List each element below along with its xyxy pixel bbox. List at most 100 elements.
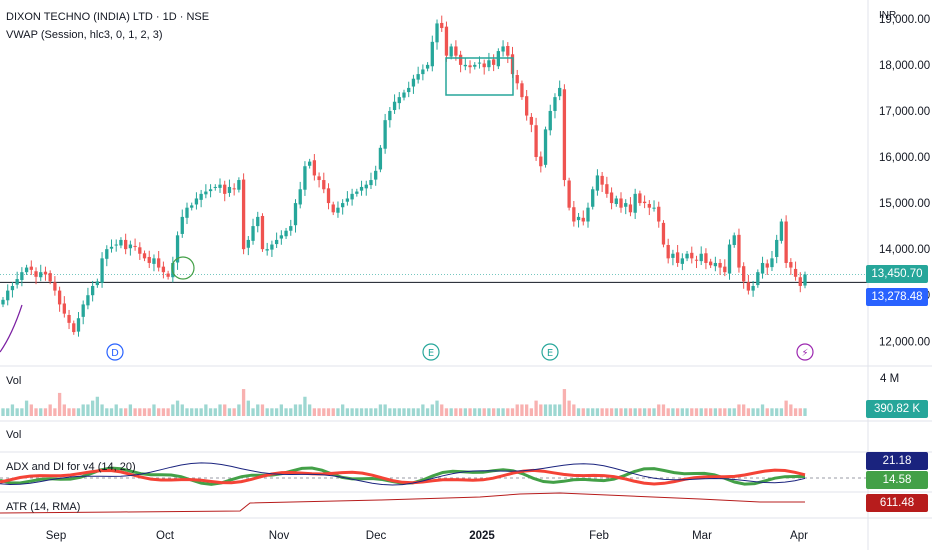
candle-body[interactable] (303, 166, 307, 190)
candle-body[interactable] (482, 63, 486, 68)
volume-bar[interactable] (661, 404, 666, 416)
volume-bar[interactable] (317, 408, 321, 416)
event-marker-dividend[interactable] (106, 343, 124, 361)
volume-bar[interactable] (232, 408, 236, 416)
candle-body[interactable] (793, 268, 798, 277)
candle-body[interactable] (114, 244, 118, 246)
vwap-legend[interactable]: VWAP (Session, hlc3, 0, 1, 2, 3) (6, 29, 163, 41)
volume-bar[interactable] (260, 404, 265, 416)
volume-bar[interactable] (421, 404, 425, 416)
volume-bar[interactable] (680, 408, 684, 416)
volume-bar[interactable] (600, 408, 604, 416)
candle-body[interactable] (760, 262, 765, 274)
volume-bar[interactable] (152, 404, 156, 416)
candle-body[interactable] (76, 318, 81, 332)
volume-bar[interactable] (487, 408, 491, 416)
candle-body[interactable] (491, 59, 496, 65)
candle-body[interactable] (237, 180, 241, 190)
candle-body[interactable] (680, 258, 684, 264)
volume-bar[interactable] (265, 408, 269, 416)
volume-bar[interactable] (449, 408, 453, 416)
candle-body[interactable] (468, 65, 472, 68)
candle-body[interactable] (798, 277, 802, 286)
candle-body[interactable] (534, 125, 538, 158)
candle-body[interactable] (737, 234, 741, 268)
volume-bar[interactable] (666, 408, 670, 416)
volume-bar[interactable] (708, 408, 713, 416)
candle-body[interactable] (383, 120, 387, 149)
volume-bar[interactable] (355, 408, 359, 416)
candle-body[interactable] (539, 156, 543, 167)
candle-body[interactable] (704, 253, 708, 263)
candle-body[interactable] (24, 267, 29, 273)
currency-label[interactable]: INR (879, 10, 897, 21)
volume-bar[interactable] (690, 408, 694, 416)
volume-bar[interactable] (619, 408, 623, 416)
volume-bar[interactable] (713, 408, 718, 416)
volume-bar[interactable] (737, 404, 741, 416)
volume-bar[interactable] (34, 408, 38, 416)
volume-bar[interactable] (397, 408, 401, 416)
volume-bar[interactable] (48, 404, 52, 416)
candle-body[interactable] (190, 205, 194, 208)
volume-bar[interactable] (53, 408, 57, 416)
candle-body[interactable] (227, 186, 232, 193)
candle-body[interactable] (251, 226, 255, 241)
volume-bar[interactable] (109, 408, 114, 416)
volume-bar[interactable] (548, 404, 552, 416)
volume-bar[interactable] (756, 408, 760, 416)
candle-body[interactable] (232, 188, 236, 190)
candle-body[interactable] (628, 204, 633, 213)
volume-bar[interactable] (775, 408, 779, 416)
volume-bar[interactable] (90, 400, 95, 416)
candle-body[interactable] (392, 101, 397, 111)
volume-bar[interactable] (105, 408, 109, 416)
volume-bar[interactable] (190, 408, 194, 416)
candle-body[interactable] (53, 282, 57, 291)
volume-bar[interactable] (237, 404, 241, 416)
volume-bar[interactable] (515, 404, 519, 416)
volume-bar[interactable] (628, 408, 633, 416)
volume-bar[interactable] (468, 408, 472, 416)
volume-bar[interactable] (341, 404, 345, 416)
candle-body[interactable] (520, 83, 524, 98)
volume-bar[interactable] (411, 408, 416, 416)
volume-bar[interactable] (685, 408, 689, 416)
volume-bar[interactable] (642, 408, 647, 416)
candle-body[interactable] (345, 198, 350, 202)
volume-bar[interactable] (576, 408, 581, 416)
candle-body[interactable] (355, 191, 359, 194)
volume-bar[interactable] (473, 408, 477, 416)
candle-body[interactable] (43, 271, 48, 275)
volume-bar[interactable] (274, 408, 279, 416)
volume-bar[interactable] (86, 404, 90, 416)
candle-body[interactable] (95, 281, 100, 286)
candle-body[interactable] (397, 97, 401, 104)
volume-bar[interactable] (407, 408, 411, 416)
candle-body[interactable] (619, 198, 623, 208)
candle-body[interactable] (90, 285, 95, 296)
volume-bar[interactable] (591, 408, 595, 416)
volume-bar[interactable] (62, 404, 66, 416)
candle-body[interactable] (803, 274, 807, 286)
candle-body[interactable] (463, 64, 467, 67)
candle-body[interactable] (119, 239, 123, 246)
volume-bar[interactable] (307, 404, 312, 416)
candle-body[interactable] (284, 230, 288, 237)
candle-body[interactable] (605, 184, 609, 194)
volume-bar[interactable] (718, 408, 722, 416)
candle-body[interactable] (185, 207, 189, 218)
volume-bar[interactable] (435, 400, 439, 416)
highlight-circle[interactable] (171, 256, 195, 280)
candle-body[interactable] (477, 62, 482, 64)
volume-bar[interactable] (293, 404, 298, 416)
volume-bar[interactable] (194, 408, 199, 416)
candle-body[interactable] (430, 41, 434, 67)
volume-bar[interactable] (119, 408, 123, 416)
volume-bar[interactable] (246, 400, 250, 416)
candle-body[interactable] (723, 266, 727, 273)
candle-body[interactable] (529, 116, 534, 125)
volume-bar[interactable] (491, 408, 496, 416)
candle-body[interactable] (341, 203, 345, 208)
volume-bar[interactable] (142, 408, 147, 416)
